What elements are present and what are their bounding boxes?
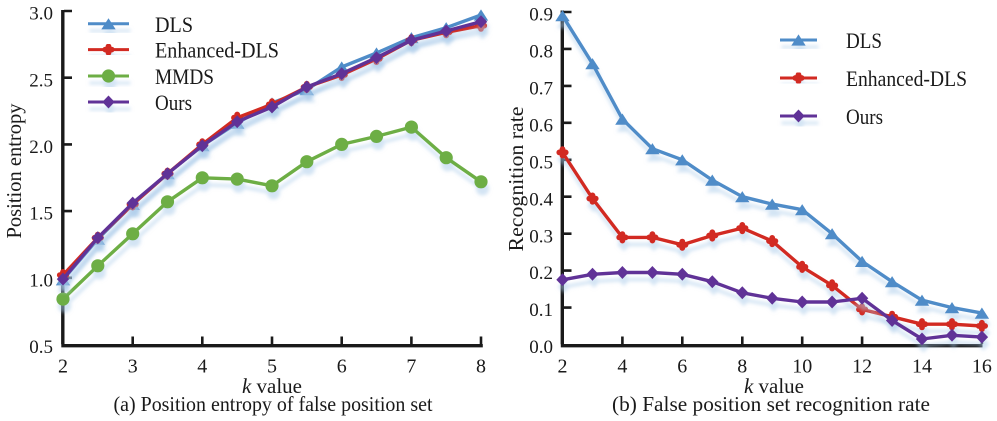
svg-text:3: 3: [128, 356, 138, 378]
svg-text:Recognition rate: Recognition rate: [504, 107, 528, 252]
svg-text:0.4: 0.4: [529, 189, 553, 210]
svg-text:6: 6: [337, 356, 347, 378]
svg-text:Ours: Ours: [155, 90, 192, 115]
svg-text:0.6: 0.6: [529, 115, 553, 136]
svg-text:4: 4: [197, 356, 207, 378]
svg-text:2: 2: [58, 356, 68, 378]
svg-text:3.0: 3.0: [29, 4, 53, 25]
svg-text:2.0: 2.0: [29, 137, 53, 158]
svg-text:Enhanced-DLS: Enhanced-DLS: [155, 38, 279, 63]
svg-text:Ours: Ours: [846, 104, 883, 129]
svg-text:5: 5: [267, 356, 277, 378]
svg-text:2.5: 2.5: [29, 70, 53, 91]
svg-text:10: 10: [792, 356, 812, 378]
svg-text:MMDS: MMDS: [155, 64, 214, 89]
svg-text:0.5: 0.5: [529, 152, 553, 173]
svg-text:(b) False position set recogni: (b) False position set recognition rate: [612, 392, 930, 416]
svg-text:1.0: 1.0: [29, 270, 53, 291]
svg-text:(a) Position entropy of false: (a) Position entropy of false position s…: [114, 392, 433, 416]
svg-text:0.9: 0.9: [529, 5, 553, 26]
svg-text:0.3: 0.3: [529, 226, 553, 247]
svg-text:12: 12: [852, 356, 872, 378]
svg-text:4: 4: [617, 356, 627, 378]
svg-text:8: 8: [476, 356, 486, 378]
svg-text:Enhanced-DLS: Enhanced-DLS: [846, 66, 967, 91]
svg-text:2: 2: [558, 356, 568, 378]
svg-text:k value: k value: [242, 374, 302, 398]
svg-text:8: 8: [737, 356, 747, 378]
svg-text:Position entropy: Position entropy: [2, 103, 26, 238]
svg-text:14: 14: [912, 356, 932, 378]
svg-text:0.7: 0.7: [529, 79, 553, 100]
svg-text:1.5: 1.5: [29, 204, 53, 225]
svg-text:0.2: 0.2: [529, 263, 553, 284]
svg-text:7: 7: [406, 356, 416, 378]
svg-text:0.8: 0.8: [529, 42, 553, 63]
svg-text:0.1: 0.1: [529, 300, 553, 321]
svg-text:0.5: 0.5: [29, 337, 53, 358]
svg-text:k value: k value: [744, 374, 804, 398]
svg-text:DLS: DLS: [155, 12, 193, 37]
svg-text:6: 6: [677, 356, 687, 378]
svg-text:16: 16: [972, 356, 992, 378]
svg-text:DLS: DLS: [846, 28, 882, 53]
svg-text:0.0: 0.0: [529, 337, 553, 358]
